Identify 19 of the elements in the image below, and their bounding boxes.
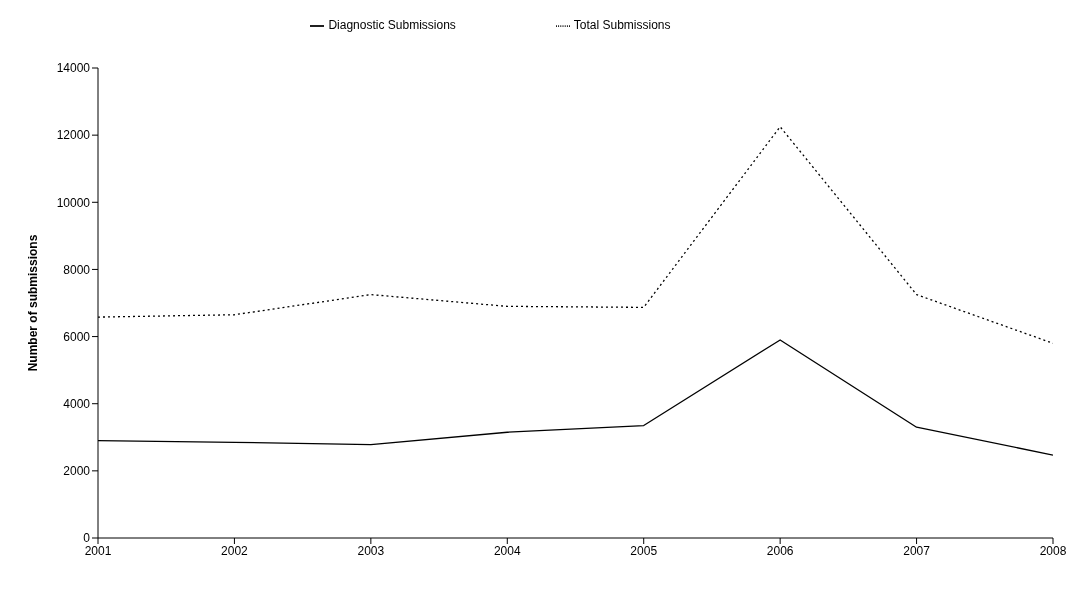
legend-label: Total Submissions [573, 18, 671, 32]
x-tick-label: 2002 [221, 543, 249, 558]
y-tick-label: 4000 [63, 396, 91, 411]
x-tick-label: 2005 [630, 543, 658, 558]
y-tick-label: 12000 [56, 128, 91, 143]
x-tick-label: 2001 [84, 543, 112, 558]
y-tick-label: 6000 [63, 329, 91, 344]
y-tick-label: 0 [83, 531, 91, 546]
y-tick-label: 2000 [63, 464, 91, 479]
x-tick-label: 2004 [493, 543, 521, 558]
y-axis-title: Number of submissions [26, 234, 41, 372]
x-tick-label: 2008 [1039, 543, 1067, 558]
x-tick-label: 2006 [766, 543, 794, 558]
y-tick-label: 10000 [56, 195, 91, 210]
x-tick-label: 2003 [357, 543, 385, 558]
legend-label: Diagnostic Submissions [328, 18, 456, 32]
y-tick-label: 14000 [56, 61, 91, 76]
x-tick-label: 2007 [903, 543, 931, 558]
y-tick-label: 8000 [63, 262, 91, 277]
